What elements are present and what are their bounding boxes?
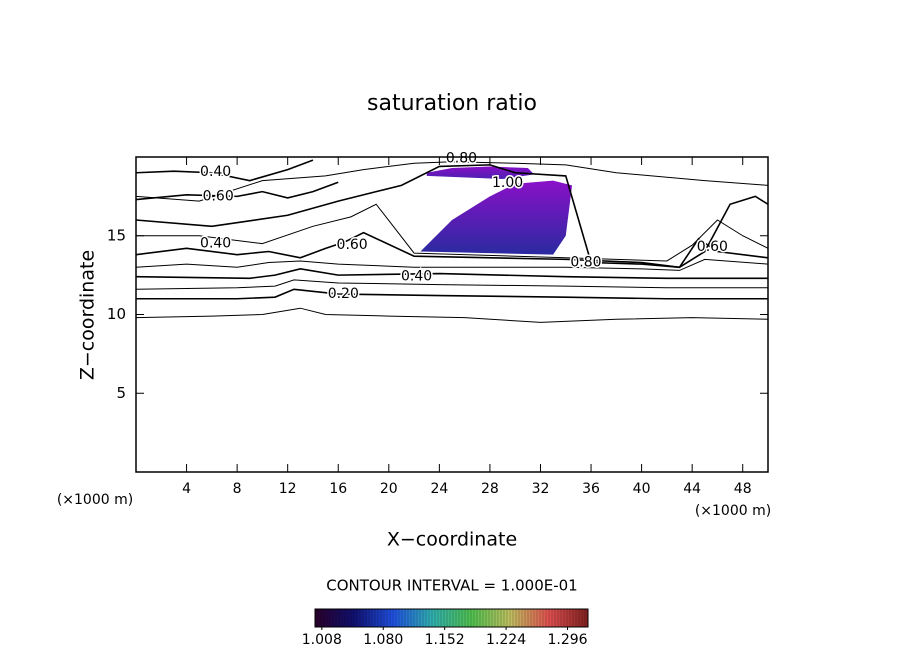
colorbar-tick-label: 1.224 (486, 632, 526, 648)
region (420, 180, 573, 255)
y-tick-label: 5 (116, 384, 126, 402)
x-tick-label: 28 (481, 481, 499, 497)
x-tick-label: 40 (633, 481, 651, 497)
x-tick-label: 16 (329, 481, 347, 497)
contour-label: 0.60 (203, 188, 234, 204)
contour-line (136, 203, 769, 262)
x-tick-label: 36 (582, 481, 600, 497)
contour-label: 0.40 (200, 236, 231, 252)
contour-line (135, 164, 769, 269)
x-tick-label: 4 (182, 481, 191, 497)
colorbar-tick-label: 1.080 (363, 632, 403, 648)
contour-label: 0.60 (697, 239, 728, 255)
contour-line (135, 307, 769, 323)
x-tick-label: 32 (532, 481, 550, 497)
x-tick-label: 20 (380, 481, 398, 497)
contour-label: 1.00 (492, 175, 523, 191)
x-tick-label: 44 (683, 481, 701, 497)
colorbar-tick-label: 1.008 (302, 632, 342, 648)
contour-line (135, 231, 769, 269)
x-tick-label: 48 (734, 481, 752, 497)
x-tick-label: 24 (430, 481, 448, 497)
y-axis-label: Z−coordinate (77, 250, 99, 380)
contour-line (135, 161, 769, 202)
contour-line (135, 159, 314, 182)
x-tick-label: 8 (233, 481, 242, 497)
contour-line (135, 268, 768, 280)
contour-line (135, 181, 339, 201)
y-tick-label: 10 (107, 305, 126, 323)
x-unit: (×1000 m) (695, 503, 771, 519)
colorbar-tick-label: 1.152 (425, 632, 465, 648)
contour-label: 0.60 (337, 237, 368, 253)
y-tick-label: 15 (107, 226, 126, 244)
contour-label: 0.40 (200, 164, 231, 180)
contour-label: 0.20 (328, 286, 359, 302)
contour-line (135, 279, 768, 290)
contour-line (135, 258, 769, 271)
y-unit: (×1000 m) (57, 492, 133, 508)
contour-label: 0.80 (570, 255, 601, 271)
contour-interval: CONTOUR INTERVAL = 1.000E-01 (326, 577, 577, 595)
x-axis-label: X−coordinate (387, 529, 517, 551)
colorbar-tick-label: 1.296 (547, 632, 587, 648)
colorbar (314, 608, 589, 628)
x-tick-label: 12 (279, 481, 297, 497)
contour-label: 0.40 (401, 269, 432, 285)
chart-title: saturation ratio (367, 91, 537, 116)
contour-label: 0.80 (446, 151, 477, 167)
contour-line (136, 288, 768, 300)
